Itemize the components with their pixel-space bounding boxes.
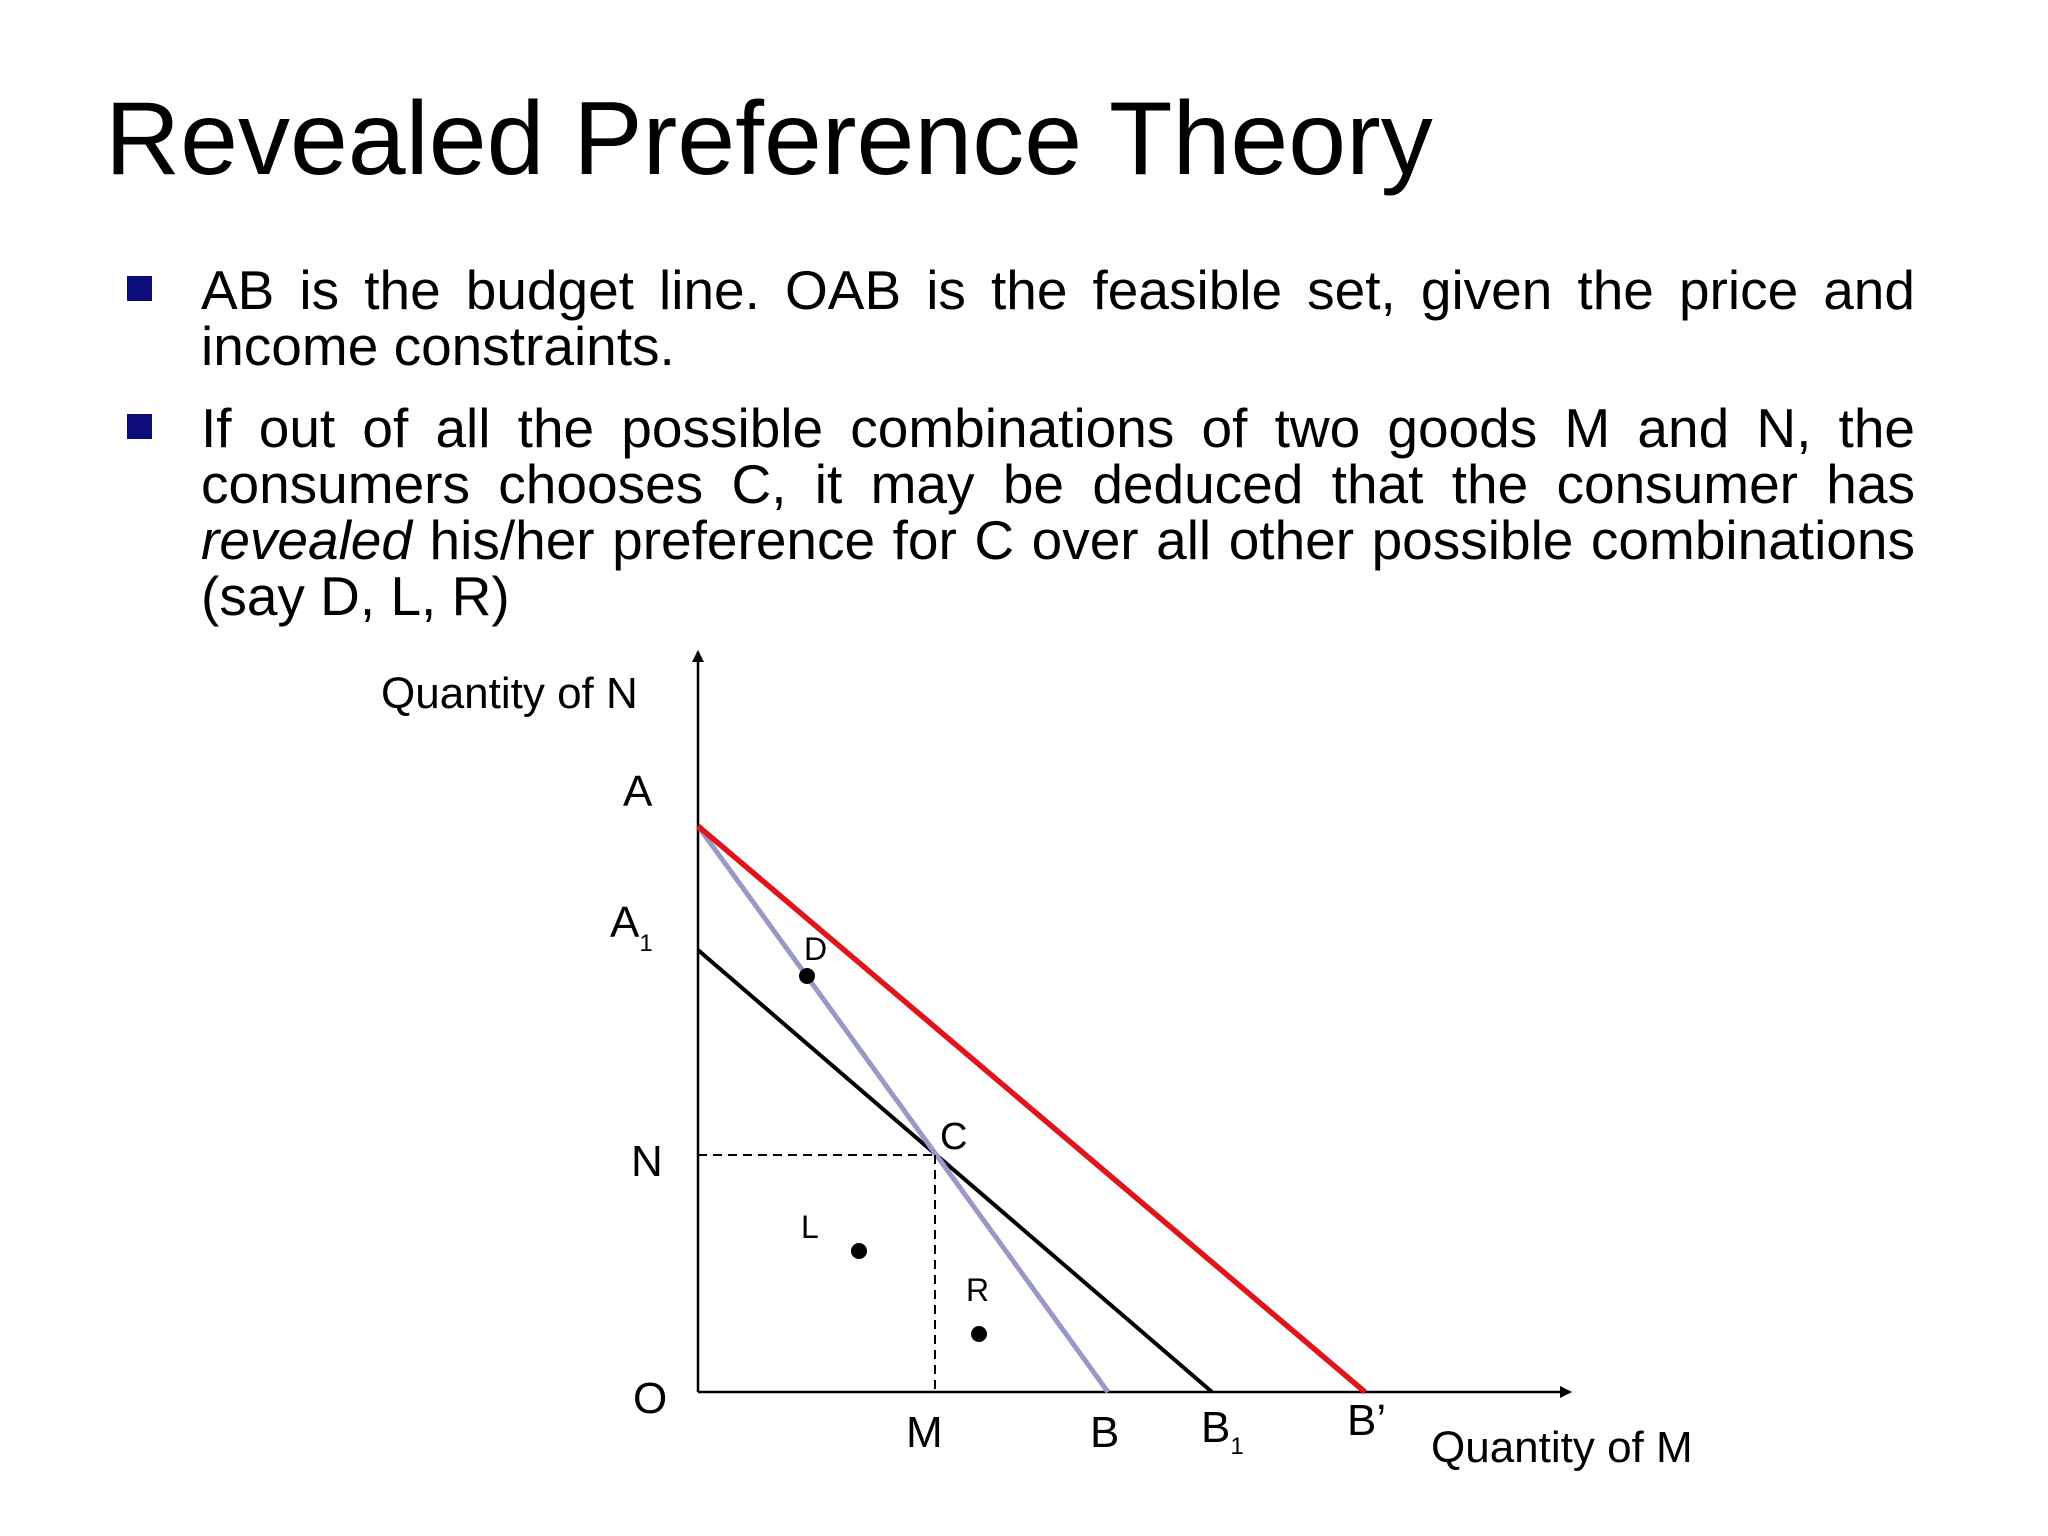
x-axis-label: Quantity of M — [1431, 1423, 1693, 1472]
x-label-b1: B1 — [1201, 1403, 1244, 1460]
square-bullet-icon — [127, 276, 152, 301]
x-label-b: B — [1090, 1408, 1119, 1457]
slide-title: Revealed Preference Theory — [105, 81, 1433, 197]
y-axis-label: Quantity of N — [381, 669, 638, 718]
bullet-text-end: his/her preference for C over all other … — [201, 509, 1915, 627]
point-label-d: D — [804, 931, 827, 967]
point-label-l: L — [801, 1209, 819, 1245]
budget-line-ab — [695, 824, 1111, 1394]
budget-line-a1-b1 — [696, 948, 1214, 1394]
bullet-emphasis: revealed — [201, 509, 412, 571]
point-label-r: R — [966, 1272, 989, 1308]
y-label-n: N — [631, 1137, 663, 1186]
point-l — [851, 1243, 867, 1259]
y-label-a1: A1 — [610, 898, 653, 957]
x-label-m: M — [906, 1408, 943, 1457]
point-d — [799, 968, 815, 984]
point-r — [971, 1326, 987, 1342]
point-label-c: C — [940, 1116, 967, 1158]
bullet-text-start: If out of all the possible combinations … — [201, 397, 1915, 515]
budget-line-a-b-prime — [696, 823, 1367, 1395]
square-bullet-icon — [127, 414, 152, 439]
bullet-text: AB is the budget line. OAB is the feasib… — [201, 259, 1915, 377]
bullet-item-revealed-preference: If out of all the possible combinations … — [125, 400, 1915, 624]
bullet-list: AB is the budget line. OAB is the feasib… — [125, 262, 1915, 650]
y-label-a: A — [623, 767, 653, 816]
bullet-item-budget-line: AB is the budget line. OAB is the feasib… — [125, 262, 1915, 374]
x-label-b-prime: B’ — [1347, 1396, 1386, 1445]
origin-label: O — [633, 1374, 667, 1423]
